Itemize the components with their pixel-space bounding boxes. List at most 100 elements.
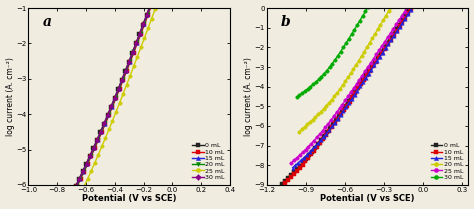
20 mL: [319, 110, 324, 113]
15 mL: [410, 5, 416, 8]
10 mL: [110, 104, 116, 106]
30 mL: [147, 4, 153, 6]
Y-axis label: log current (A. cm⁻²): log current (A. cm⁻²): [244, 57, 253, 136]
10 mL: [363, 76, 369, 79]
10 mL: [377, 55, 383, 58]
0 mL: [386, 38, 392, 41]
Line: 0 mL: 0 mL: [74, 3, 152, 188]
Line: 25 mL: 25 mL: [290, 4, 410, 165]
20 mL: [347, 74, 353, 76]
0 mL: [126, 61, 132, 63]
0 mL: [280, 182, 285, 185]
20 mL: [111, 101, 117, 103]
30 mL: [365, 5, 371, 8]
20 mL: [74, 184, 80, 186]
30 mL: [309, 84, 315, 87]
30 mL: [294, 95, 300, 98]
25 mL: [334, 112, 339, 114]
20 mL: [109, 105, 115, 108]
Legend: 0 mL, 10 mL, 15 mL, 20 mL, 25 mL, 30 mL: 0 mL, 10 mL, 15 mL, 20 mL, 25 mL, 30 mL: [191, 141, 227, 182]
25 mL: [307, 144, 313, 146]
25 mL: [405, 5, 411, 8]
25 mL: [154, 3, 160, 6]
25 mL: [289, 162, 294, 164]
10 mL: [410, 5, 416, 8]
25 mL: [148, 19, 154, 21]
15 mL: [342, 107, 348, 110]
20 mL: [74, 185, 80, 187]
25 mL: [109, 120, 115, 123]
15 mL: [309, 149, 314, 152]
15 mL: [384, 45, 390, 47]
Line: 30 mL: 30 mL: [295, 5, 370, 99]
0 mL: [147, 3, 153, 6]
Line: 25 mL: 25 mL: [82, 3, 159, 188]
0 mL: [379, 50, 384, 52]
0 mL: [302, 159, 308, 162]
30 mL: [358, 18, 364, 20]
0 mL: [408, 5, 414, 8]
25 mL: [102, 139, 108, 141]
15 mL: [141, 23, 146, 25]
15 mL: [106, 112, 112, 115]
10 mL: [282, 182, 288, 184]
20 mL: [148, 4, 154, 6]
15 mL: [359, 83, 365, 85]
25 mL: [403, 8, 409, 11]
X-axis label: Potential (V vs SCE): Potential (V vs SCE): [320, 194, 415, 203]
25 mL: [320, 130, 326, 132]
25 mL: [81, 185, 87, 188]
Legend: 0 mL, 10 mL, 15 mL, 20 mL, 25 mL, 30 mL: 0 mL, 10 mL, 15 mL, 20 mL, 25 mL, 30 mL: [428, 141, 465, 182]
Line: 15 mL: 15 mL: [74, 4, 153, 189]
25 mL: [93, 159, 99, 162]
30 mL: [102, 121, 108, 124]
10 mL: [128, 61, 133, 63]
Text: b: b: [281, 15, 291, 29]
30 mL: [329, 62, 335, 65]
Line: 30 mL: 30 mL: [74, 3, 152, 188]
25 mL: [89, 169, 94, 171]
20 mL: [140, 25, 146, 27]
20 mL: [330, 97, 336, 100]
25 mL: [375, 51, 381, 54]
20 mL: [349, 69, 355, 72]
20 mL: [338, 87, 344, 89]
10 mL: [337, 114, 343, 116]
15 mL: [75, 181, 81, 184]
10 mL: [78, 177, 84, 180]
30 mL: [73, 185, 79, 188]
30 mL: [106, 112, 111, 115]
Line: 15 mL: 15 mL: [291, 5, 415, 169]
0 mL: [137, 32, 143, 34]
Line: 10 mL: 10 mL: [75, 3, 154, 188]
10 mL: [388, 38, 394, 40]
30 mL: [95, 137, 101, 140]
15 mL: [290, 166, 295, 169]
X-axis label: Potential (V vs SCE): Potential (V vs SCE): [82, 194, 176, 203]
20 mL: [296, 130, 302, 133]
30 mL: [294, 96, 300, 98]
20 mL: [90, 151, 95, 154]
10 mL: [80, 173, 85, 176]
30 mL: [140, 23, 146, 25]
Y-axis label: log current (A. cm⁻²): log current (A. cm⁻²): [6, 57, 15, 136]
0 mL: [128, 55, 134, 57]
15 mL: [399, 22, 405, 25]
0 mL: [77, 177, 82, 179]
Line: 10 mL: 10 mL: [283, 5, 414, 185]
15 mL: [358, 85, 364, 87]
30 mL: [354, 24, 360, 27]
15 mL: [73, 185, 79, 188]
30 mL: [75, 181, 81, 183]
20 mL: [136, 36, 142, 39]
15 mL: [125, 65, 130, 68]
20 mL: [389, 5, 394, 8]
10 mL: [74, 185, 80, 188]
0 mL: [78, 173, 84, 176]
10 mL: [138, 32, 144, 34]
15 mL: [102, 122, 108, 124]
Line: 20 mL: 20 mL: [75, 3, 153, 188]
0 mL: [73, 185, 78, 187]
20 mL: [335, 91, 340, 94]
0 mL: [316, 141, 322, 144]
